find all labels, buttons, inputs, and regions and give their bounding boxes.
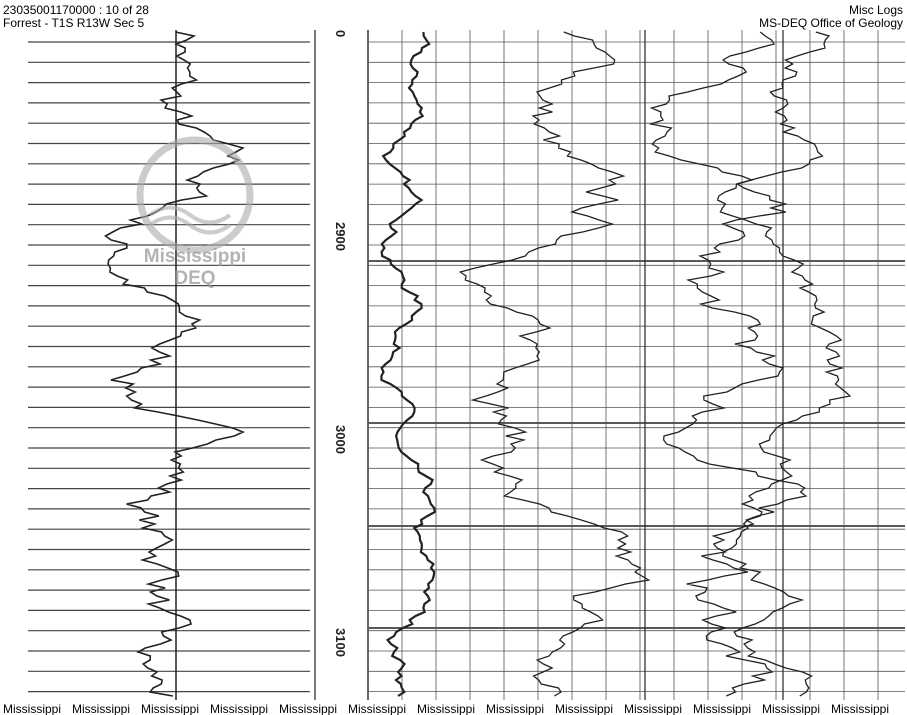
log-curve [648,31,808,697]
log-grid [28,30,905,700]
footer-label: Mississippi [279,702,337,715]
header-left-line: 23035001170000 : 10 of 28 [3,3,149,17]
footer-label: Mississippi [72,702,130,715]
watermark: Mississippi DEQ [136,136,254,289]
header-left-line: Forrest - T1S R13W Sec 5 [3,16,144,30]
footer-label: Mississippi [555,702,613,715]
watermark-logo [136,136,254,254]
depth-label: 3100 [333,628,348,657]
footer-label: Mississippi [762,702,820,715]
footer-label: Mississippi [486,702,544,715]
footer-label: Mississippi [348,702,406,715]
depth-label: 0 [333,30,348,37]
watermark-text: DEQ [174,268,215,289]
header-right-line: MS-DEQ Office of Geology [759,16,903,30]
footer: Mississippi Mississippi Mississippi Mississ… [3,702,889,715]
footer-label: Mississippi [417,702,475,715]
footer-label: Mississippi [210,702,268,715]
log-curves [103,31,852,697]
depth-label: 3000 [333,425,348,454]
footer-label: Mississippi [831,702,889,715]
footer-label: Mississippi [624,702,682,715]
log-curve [716,31,852,697]
depth-label: 2900 [333,222,348,251]
footer-label: Mississippi [693,702,751,715]
log-curve [380,31,437,697]
log-curve [458,31,651,697]
log-curve [103,31,246,697]
watermark-text: Mississippi [144,246,246,267]
header-right-line: Misc Logs [849,3,903,17]
footer-label: Mississippi [141,702,199,715]
watermark-waves [148,205,232,235]
footer-label: Mississippi [3,702,61,715]
